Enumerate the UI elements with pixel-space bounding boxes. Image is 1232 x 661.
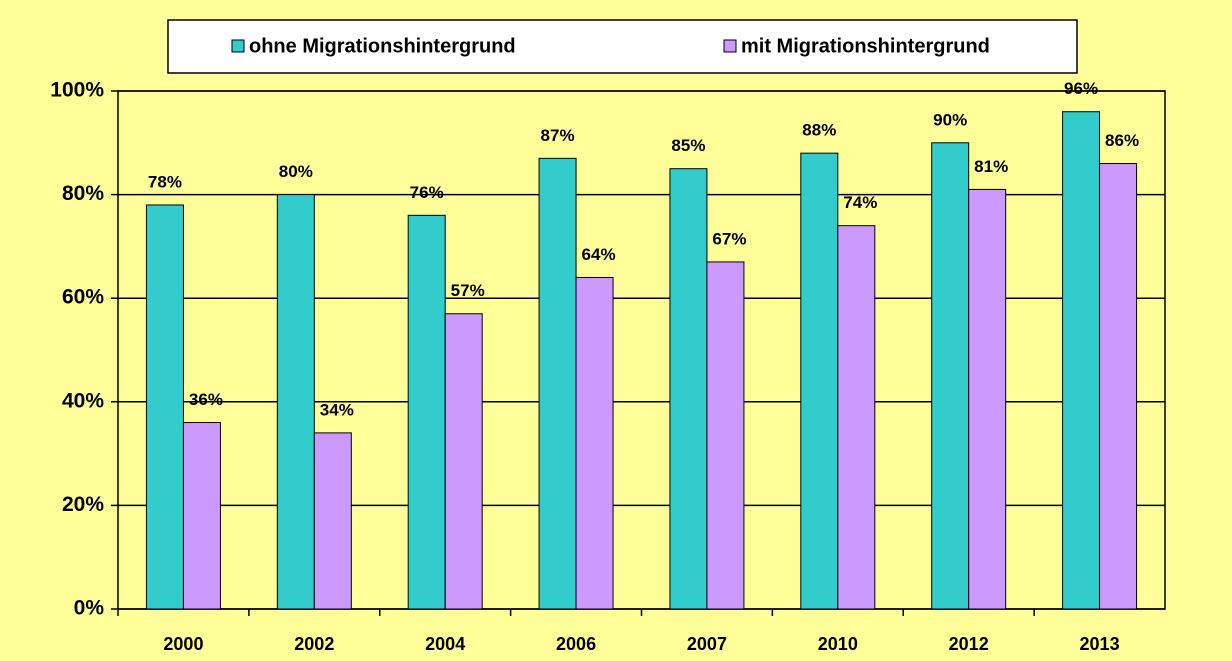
bar bbox=[931, 142, 970, 610]
bar bbox=[407, 214, 446, 610]
y-tick-label: 0% bbox=[74, 597, 105, 620]
x-tick-label: 2004 bbox=[425, 634, 465, 654]
x-tick-label: 2007 bbox=[687, 634, 727, 654]
y-tick-label: 100% bbox=[50, 79, 104, 102]
value-label: 81% bbox=[974, 157, 1008, 176]
bar bbox=[538, 157, 577, 610]
bar bbox=[800, 152, 839, 610]
bar bbox=[276, 194, 315, 610]
value-label: 85% bbox=[671, 136, 705, 155]
bar bbox=[313, 432, 352, 610]
x-tick-label: 2012 bbox=[949, 634, 989, 654]
y-tick-label: 80% bbox=[62, 182, 104, 205]
x-tick-label: 2013 bbox=[1080, 634, 1120, 654]
legend-box bbox=[167, 19, 1078, 74]
legend-swatch bbox=[723, 39, 737, 53]
value-label: 78% bbox=[148, 172, 182, 191]
value-label: 86% bbox=[1105, 131, 1139, 150]
bar bbox=[706, 261, 745, 610]
value-label: 80% bbox=[279, 162, 313, 181]
x-tick-label: 2000 bbox=[163, 634, 203, 654]
legend-label: ohne Migrationshintergrund bbox=[249, 35, 516, 57]
value-label: 87% bbox=[541, 126, 575, 145]
y-tick-label: 20% bbox=[62, 493, 104, 516]
legend-label: mit Migrationshintergrund bbox=[741, 35, 990, 57]
bar bbox=[1099, 163, 1138, 610]
bar bbox=[968, 188, 1007, 610]
value-label: 96% bbox=[1064, 79, 1098, 98]
value-label: 36% bbox=[189, 390, 223, 409]
value-label: 57% bbox=[451, 281, 485, 300]
bar bbox=[145, 204, 184, 610]
bar bbox=[444, 313, 483, 610]
legend-swatch bbox=[231, 39, 245, 53]
bar bbox=[1062, 111, 1101, 610]
bar bbox=[575, 276, 614, 610]
bar bbox=[182, 422, 221, 610]
value-label: 88% bbox=[802, 121, 836, 140]
bar bbox=[837, 225, 876, 610]
x-tick-label: 2002 bbox=[294, 634, 334, 654]
value-label: 34% bbox=[320, 400, 354, 419]
value-label: 76% bbox=[410, 183, 444, 202]
y-tick-label: 40% bbox=[62, 389, 104, 412]
value-label: 67% bbox=[712, 229, 746, 248]
bar bbox=[669, 168, 708, 610]
value-label: 74% bbox=[843, 193, 877, 212]
value-label: 90% bbox=[933, 110, 967, 129]
value-label: 64% bbox=[582, 245, 616, 264]
x-tick-label: 2010 bbox=[818, 634, 858, 654]
y-tick-label: 60% bbox=[62, 286, 104, 309]
x-tick-label: 2006 bbox=[556, 634, 596, 654]
